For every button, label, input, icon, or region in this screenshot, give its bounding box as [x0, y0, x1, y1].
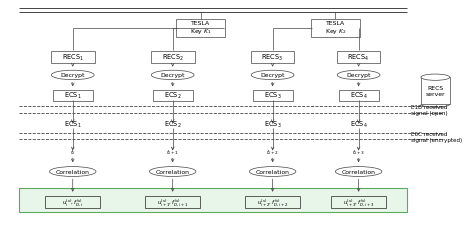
Text: Correlation: Correlation — [155, 169, 190, 174]
Text: RECS$_1$: RECS$_1$ — [62, 53, 84, 63]
Text: ECS$_2$: ECS$_2$ — [164, 120, 182, 130]
Text: $t_{i+3}$: $t_{i+3}$ — [352, 147, 365, 156]
Ellipse shape — [337, 71, 380, 80]
Text: $u_i^{(s)}, f_{D,i}^{(s)}$: $u_i^{(s)}, f_{D,i}^{(s)}$ — [62, 197, 83, 207]
FancyBboxPatch shape — [51, 52, 95, 63]
Text: Decrypt: Decrypt — [346, 73, 371, 78]
FancyBboxPatch shape — [153, 90, 192, 101]
FancyBboxPatch shape — [19, 189, 408, 212]
Text: $t_{i+1}$: $t_{i+1}$ — [166, 147, 179, 156]
FancyBboxPatch shape — [331, 196, 386, 208]
Text: ECS$_2$: ECS$_2$ — [164, 91, 182, 101]
FancyBboxPatch shape — [45, 196, 100, 208]
FancyBboxPatch shape — [245, 196, 301, 208]
FancyBboxPatch shape — [338, 90, 379, 101]
FancyBboxPatch shape — [311, 20, 360, 38]
Text: Correlation: Correlation — [342, 169, 375, 174]
FancyBboxPatch shape — [145, 196, 201, 208]
Text: TESLA
Key $K_1$: TESLA Key $K_1$ — [190, 21, 211, 36]
Text: $t_i$: $t_i$ — [70, 147, 75, 156]
FancyBboxPatch shape — [53, 90, 93, 101]
Text: RECS$_2$: RECS$_2$ — [162, 53, 184, 63]
Text: ECS$_1$: ECS$_1$ — [64, 91, 82, 101]
Ellipse shape — [49, 167, 96, 177]
Ellipse shape — [149, 167, 196, 177]
Text: ECS$_1$: ECS$_1$ — [64, 120, 82, 130]
FancyBboxPatch shape — [337, 52, 381, 63]
Text: $t_{i+2}$: $t_{i+2}$ — [266, 147, 279, 156]
Text: Correlation: Correlation — [56, 169, 90, 174]
Ellipse shape — [336, 167, 382, 177]
Text: ECS$_3$: ECS$_3$ — [264, 120, 282, 130]
Text: TESLA
Key $K_2$: TESLA Key $K_2$ — [325, 21, 346, 36]
Text: ECS$_4$: ECS$_4$ — [350, 120, 367, 130]
Text: $u_{i+2}^{(s)}, f_{D,i+2}^{(s)}$: $u_{i+2}^{(s)}, f_{D,i+2}^{(s)}$ — [257, 197, 288, 207]
Text: ECS$_3$: ECS$_3$ — [264, 91, 282, 101]
Ellipse shape — [51, 71, 94, 80]
Text: Decrypt: Decrypt — [260, 73, 285, 78]
FancyBboxPatch shape — [176, 20, 225, 38]
Text: RECS
server: RECS server — [426, 86, 445, 97]
Ellipse shape — [251, 71, 294, 80]
Text: E6C received
signal (encrypted): E6C received signal (encrypted) — [410, 131, 462, 142]
Text: RECS$_4$: RECS$_4$ — [347, 53, 370, 63]
Text: $u_{i+3}^{(s)}, f_{D,i+3}^{(s)}$: $u_{i+3}^{(s)}, f_{D,i+3}^{(s)}$ — [343, 197, 374, 207]
Ellipse shape — [421, 75, 450, 81]
Text: Decrypt: Decrypt — [160, 73, 185, 78]
Text: Correlation: Correlation — [255, 169, 290, 174]
Ellipse shape — [249, 167, 296, 177]
Text: E1B received
signal (open): E1B received signal (open) — [410, 105, 447, 116]
Text: $u_{i+1}^{(s)}, f_{D,i+1}^{(s)}$: $u_{i+1}^{(s)}, f_{D,i+1}^{(s)}$ — [157, 197, 189, 207]
FancyBboxPatch shape — [151, 52, 194, 63]
Bar — [421, 78, 450, 105]
Text: Decrypt: Decrypt — [61, 73, 85, 78]
Text: RECS$_3$: RECS$_3$ — [262, 53, 284, 63]
FancyBboxPatch shape — [253, 90, 292, 101]
Text: ECS$_4$: ECS$_4$ — [350, 91, 367, 101]
FancyBboxPatch shape — [251, 52, 294, 63]
Ellipse shape — [151, 71, 194, 80]
